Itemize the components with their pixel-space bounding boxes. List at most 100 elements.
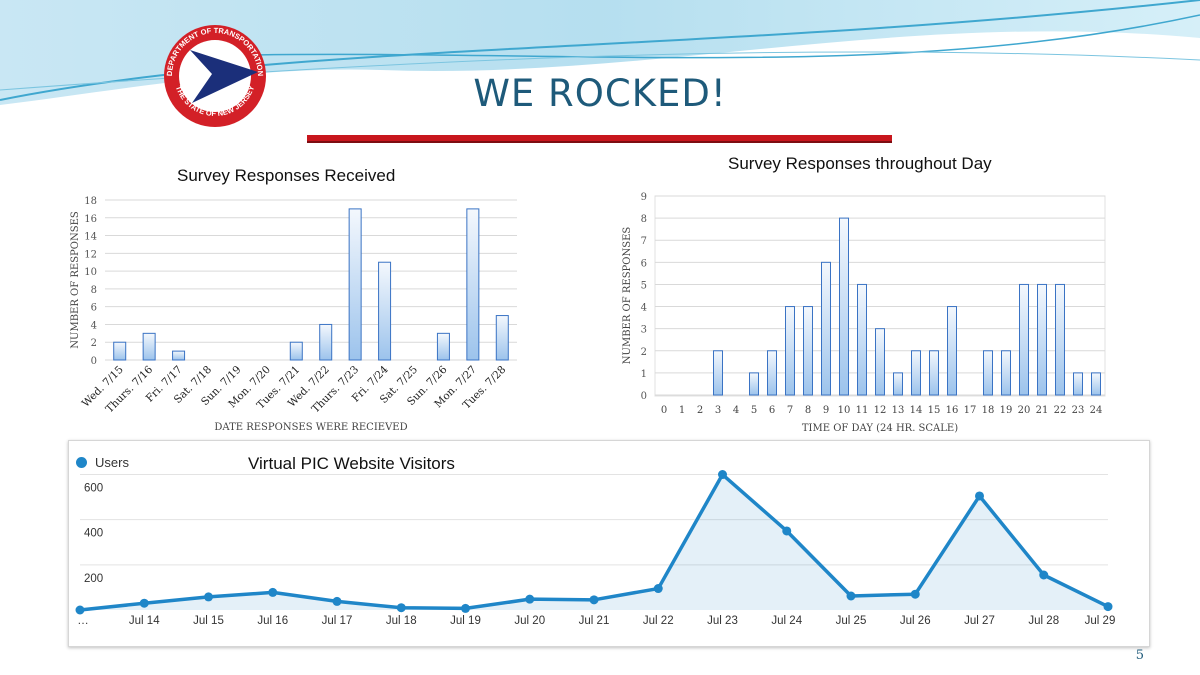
x-tick-label: 11 (856, 405, 869, 416)
bar (1055, 283, 1065, 396)
x-tick-label: 8 (805, 405, 811, 416)
y-tick-label: 8 (91, 285, 97, 296)
bar (983, 350, 993, 396)
x-tick-label: 16 (946, 405, 959, 416)
x-tick-label: Jul 21 (579, 615, 610, 627)
x-tick-label: 9 (823, 405, 829, 416)
x-tick-label: Jul 14 (129, 615, 160, 627)
x-tick-label: 21 (1036, 405, 1049, 416)
title-underline (307, 135, 892, 141)
data-point (332, 596, 342, 606)
bar (378, 261, 392, 361)
bar (911, 350, 921, 396)
y-tick-label: 2 (91, 338, 97, 349)
x-tick-label: 10 (838, 405, 851, 416)
area-fill (80, 474, 1108, 610)
data-point (525, 594, 535, 604)
x-tick-label: 15 (928, 405, 941, 416)
x-tick-label: Jul 15 (193, 615, 224, 627)
y-tick-label: 12 (84, 249, 97, 260)
x-tick-label: Jul 26 (900, 615, 931, 627)
x-tick-label: 7 (787, 405, 793, 416)
y-tick-label: 6 (91, 303, 97, 314)
y-tick-label: 0 (641, 391, 647, 402)
data-point (782, 526, 792, 536)
x-tick-label: … (77, 615, 89, 627)
data-point (204, 592, 213, 602)
x-tick-label: Jul 28 (1028, 615, 1059, 627)
x-tick-label: 0 (661, 405, 667, 416)
y-tick-label: 8 (641, 214, 647, 225)
bar (767, 350, 777, 396)
y-tick-label: 18 (84, 196, 97, 207)
bar (893, 372, 903, 396)
y-axis-label: NUMBER OF RESPONSES (622, 227, 633, 365)
y-tick-label: 600 (84, 483, 103, 495)
bar (947, 306, 957, 396)
x-tick-label: 20 (1018, 405, 1031, 416)
data-point (1103, 602, 1113, 612)
x-tick-label: 14 (910, 405, 923, 416)
bar (821, 261, 831, 396)
x-tick-label: Jul 29 (1085, 615, 1116, 627)
x-tick-label: Jul 25 (836, 615, 867, 627)
bar (436, 332, 450, 361)
x-tick-label: 24 (1090, 405, 1103, 416)
x-tick-label: 2 (697, 405, 703, 416)
bar (857, 283, 867, 396)
x-tick-label: 23 (1072, 405, 1085, 416)
y-tick-label: 2 (641, 347, 647, 358)
y-tick-label: 200 (84, 573, 103, 585)
bar (142, 332, 156, 361)
swoosh-line-1 (0, 0, 1200, 101)
bar (495, 315, 509, 361)
bar (1037, 283, 1047, 396)
slide-title: WE ROCKED! (473, 72, 727, 115)
y-tick-label: 14 (84, 232, 97, 243)
x-tick-label: 5 (751, 405, 757, 416)
bar (875, 328, 885, 396)
x-tick-label: Jul 16 (257, 615, 288, 627)
y-tick-label: 16 (84, 214, 97, 225)
data-point (718, 470, 727, 480)
data-point (75, 605, 85, 615)
data-point (653, 584, 663, 594)
y-tick-label: 7 (641, 236, 647, 247)
bar (803, 306, 813, 396)
logo-arrow-icon (190, 50, 258, 103)
bar (839, 217, 849, 396)
x-axis-label: TIME OF DAY (24 HR. SCALE) (802, 423, 958, 434)
y-tick-label: 4 (641, 303, 647, 314)
x-tick-label: 4 (733, 405, 739, 416)
x-tick-label: 6 (769, 405, 775, 416)
x-tick-label: Jul 22 (643, 615, 674, 627)
bar (466, 208, 480, 361)
x-tick-label: Jul 27 (964, 615, 995, 627)
y-tick-label: 3 (641, 325, 647, 336)
bar (172, 350, 186, 361)
legend-label-users: Users (95, 455, 129, 470)
chart3-website-visitors: 200 400 600 … Jul 14 Jul 15 Jul 16 Jul 17 Jul 18… (75, 470, 1116, 627)
bar (1091, 372, 1101, 396)
y-tick-label: 1 (641, 369, 647, 380)
x-tick-label: 17 (964, 405, 977, 416)
data-point (589, 595, 599, 605)
data-point (846, 591, 856, 601)
x-tick-label: Jul 19 (450, 615, 481, 627)
legend-dot-icon (76, 457, 87, 468)
y-tick-label: 9 (641, 192, 647, 203)
x-tick-label: Jul 17 (322, 615, 353, 627)
data-point (975, 491, 984, 501)
x-tick-label: Jul 18 (386, 615, 417, 627)
y-tick-label: 6 (641, 258, 647, 269)
y-tick-label: 5 (641, 280, 647, 291)
x-tick-label: 19 (1000, 405, 1013, 416)
bar (319, 323, 333, 361)
y-tick-label: 400 (84, 528, 103, 540)
x-axis-label: DATE RESPONSES WERE RECIEVED (214, 422, 407, 433)
chart2-title: Survey Responses throughout Day (728, 154, 992, 173)
data-point (268, 587, 278, 597)
bar (1073, 372, 1083, 396)
